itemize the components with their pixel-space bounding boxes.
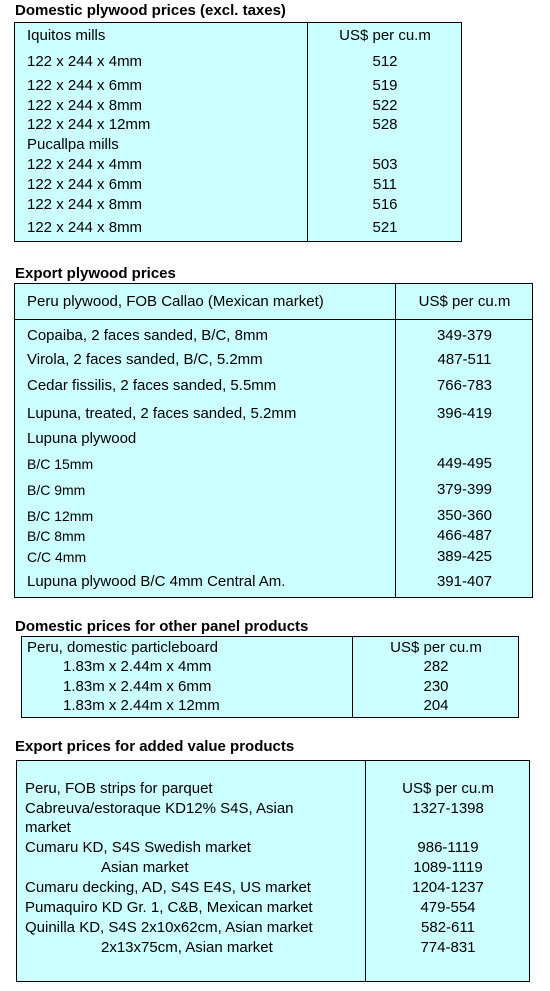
section-title-added-value-products: Export prices for added value products [15, 738, 295, 755]
table-row-label: Asian market [101, 859, 189, 876]
table-row-value: 521 [372, 219, 398, 236]
table-row-label: Virola, 2 faces sanded, B/C, 5.2mm [27, 351, 263, 368]
table-row-value: 479-554 [420, 899, 476, 916]
section-title-domestic-panel-products: Domestic prices for other panel products [15, 618, 309, 635]
table-row-value: 379-399 [436, 481, 493, 498]
table-row-value: 774-831 [420, 939, 476, 956]
table-row-label: Cabreuva/estoraque KD12% S4S, Asian [25, 800, 294, 817]
added-value-table: Peru, FOB strips for parquet US$ per cu.… [16, 760, 530, 982]
domestic-plywood-table: Iquitos mills US$ per cu.m 122 x 244 x 4… [14, 22, 462, 242]
table-row-label: 1.83m x 2.44m x 6mm [63, 678, 212, 695]
table-row-label: B/C 15mm [27, 456, 94, 472]
table-row-label: Quinilla KD, S4S 2x10x62cm, Asian market [25, 919, 313, 936]
table-row-label: 122 x 244 x 6mm [27, 176, 143, 193]
table-row-label: Cumaru KD, S4S Swedish market [25, 839, 251, 856]
table-row-label: B/C 9mm [27, 482, 86, 498]
table-row-value: 487-511 [437, 351, 492, 368]
table-row-value: 511 [373, 176, 397, 193]
table-header-label: Peru, FOB strips for parquet [25, 780, 213, 797]
table-header-label: Peru, domestic particleboard [27, 639, 218, 656]
table-row-label: Copaiba, 2 faces sanded, B/C, 8mm [27, 327, 268, 344]
table-row-label: 1.83m x 2.44m x 12mm [63, 697, 220, 714]
table-row-value: 1327-1398 [412, 800, 484, 817]
table-row-value: 204 [423, 697, 449, 714]
table-row-value: 766-783 [436, 377, 493, 394]
table-row-label: 122 x 244 x 8mm [27, 196, 143, 213]
table-row-label: B/C 8mm [27, 528, 86, 544]
table-row-value: 396-419 [436, 405, 493, 422]
table-row-value: 512 [372, 53, 398, 70]
table-row-value: 1204-1237 [412, 879, 484, 896]
table-row-value: 389-425 [436, 548, 493, 565]
table-header-unit: US$ per cu.m [402, 780, 494, 797]
table-row-label: C/C 4mm [27, 549, 87, 565]
export-plywood-table: Peru plywood, FOB Callao (Mexican market… [14, 283, 533, 598]
section-title-export-plywood: Export plywood prices [15, 265, 176, 282]
table-row-label: 122 x 244 x 8mm [27, 97, 143, 114]
table-row-value: 391-407 [436, 573, 493, 590]
table-row-value: 503 [372, 156, 398, 173]
table-row-value: 516 [372, 196, 398, 213]
table-row-label: Lupuna, treated, 2 faces sanded, 5.2mm [27, 405, 297, 422]
table-row-value: 350-360 [436, 507, 493, 524]
table-row-label: Pumaquiro KD Gr. 1, C&B, Mexican market [25, 899, 313, 916]
table-header-unit: US$ per cu.m [339, 27, 431, 44]
table-row-label: 122 x 244 x 8mm [27, 219, 143, 236]
table-row-label: B/C 12mm [27, 508, 94, 524]
table-row-value: 582-611 [421, 919, 475, 936]
table-row-label: Cedar fissilis, 2 faces sanded, 5.5mm [27, 377, 277, 394]
table-row-label: Cumaru decking, AD, S4S E4S, US market [25, 879, 311, 896]
table-row-label: 1.83m x 2.44m x 4mm [63, 658, 212, 675]
table-row-value: 282 [423, 658, 449, 675]
table-row-value: 230 [423, 678, 449, 695]
table-row-label: 122 x 244 x 6mm [27, 77, 143, 94]
table-header-label: Iquitos mills [27, 27, 106, 44]
table-header-unit: US$ per cu.m [390, 639, 482, 656]
table-row-label: Lupuna plywood [27, 430, 137, 447]
table-row-label: Pucallpa mills [27, 136, 119, 153]
table-row-value: 449-495 [436, 455, 493, 472]
table-row-label: Lupuna plywood B/C 4mm Central Am. [27, 573, 286, 590]
table-row-value: 528 [372, 116, 398, 133]
table-row-value: 522 [372, 97, 398, 114]
table-row-value: 1089-1119 [413, 859, 483, 876]
section-title-domestic-plywood: Domestic plywood prices (excl. taxes) [15, 2, 286, 19]
table-row-label: 122 x 244 x 12mm [27, 116, 151, 133]
table-row-value: 466-487 [436, 527, 493, 544]
table-row-value: 519 [372, 77, 398, 94]
table-row-value: 986-1119 [417, 839, 479, 856]
table-header-unit: US$ per cu.m [418, 293, 511, 310]
table-row-label: 122 x 244 x 4mm [27, 53, 143, 70]
table-row-value: 349-379 [436, 327, 493, 344]
panel-products-table: Peru, domestic particleboard US$ per cu.… [21, 636, 519, 718]
table-header-label: Peru plywood, FOB Callao (Mexican market… [27, 293, 324, 310]
table-row-label: market [25, 819, 71, 836]
table-row-label: 2x13x75cm, Asian market [101, 939, 273, 956]
table-row-label: 122 x 244 x 4mm [27, 156, 143, 173]
